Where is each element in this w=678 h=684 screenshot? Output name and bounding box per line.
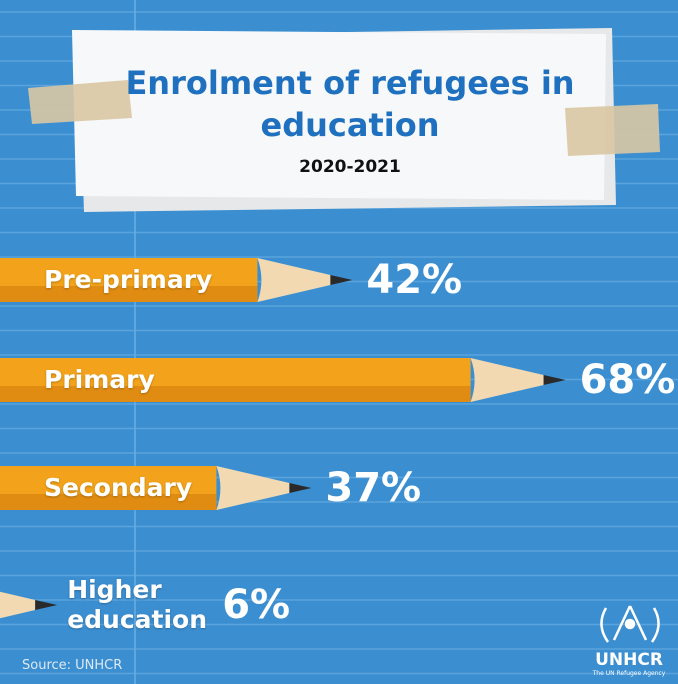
pencil-wood: [257, 258, 331, 302]
pencil-lead: [543, 375, 566, 385]
source: Source: UNHCR: [22, 658, 123, 673]
pencil: [0, 258, 353, 302]
value-label: 37%: [325, 465, 422, 511]
category-label: Higher education: [67, 575, 208, 634]
pencil-wood: [0, 591, 36, 619]
logo-tagline: The UN Refugee Agency: [592, 670, 666, 677]
paper-note: [72, 30, 606, 200]
pencil: [0, 466, 312, 510]
pencil-lead: [35, 600, 58, 610]
chart-subtitle: 2020-2021: [299, 157, 401, 177]
pencil-shade: [0, 286, 258, 302]
value-label: 6%: [222, 582, 291, 628]
logo-name: UNHCR: [595, 650, 663, 670]
pencil: [0, 358, 566, 402]
pencil-shade: [0, 494, 217, 510]
pencil-lead: [289, 483, 312, 493]
tape: [565, 104, 660, 156]
chart-title: Enrolment of refugees in education: [125, 64, 575, 144]
tape: [28, 80, 132, 124]
pencil-lead: [330, 275, 353, 285]
value-label: 68%: [579, 357, 676, 403]
value-label: 42%: [366, 257, 463, 303]
logo-icon: [600, 605, 660, 643]
pencil-wood: [216, 466, 290, 510]
category-label: Pre-primary: [44, 265, 213, 294]
pencil-wood: [470, 358, 544, 402]
category-label: Primary: [44, 365, 155, 394]
category-label: Secondary: [44, 473, 193, 502]
pencil-shade: [0, 386, 471, 402]
pencil: [0, 591, 58, 619]
